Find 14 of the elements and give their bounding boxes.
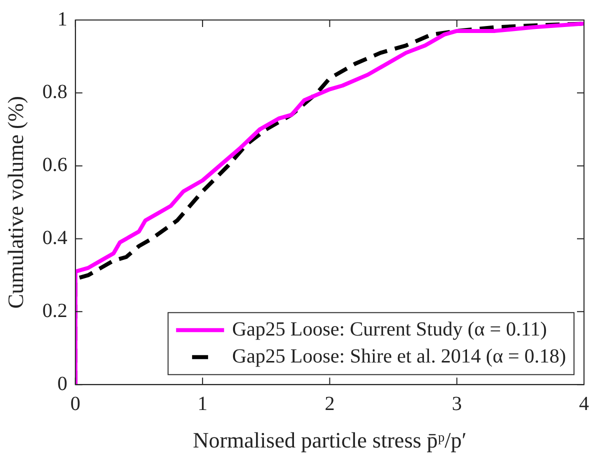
x-axis-title: Normalised particle stress p̄ᵖ/p′ [192,428,467,453]
x-tick-label: 1 [198,392,208,415]
y-axis-title: Cumulative volume (%) [2,96,28,309]
y-tick-label: 0.8 [42,81,68,104]
y-tick-label: 0.2 [42,300,68,322]
y-tick-label: 0.4 [42,227,68,250]
legend-label: Gap25 Loose: Current Study (α = 0.11) [232,318,547,340]
x-tick-label: 2 [324,392,335,415]
x-tick-label: 3 [452,392,462,415]
y-tick-label: 0.6 [42,154,68,176]
legend-label: Gap25 Loose: Shire et al. 2014 (α = 0.18) [232,345,566,368]
x-tick-label: 4 [579,392,589,415]
y-tick-label: 1 [57,8,68,30]
y-tick-label: 0 [57,372,68,395]
